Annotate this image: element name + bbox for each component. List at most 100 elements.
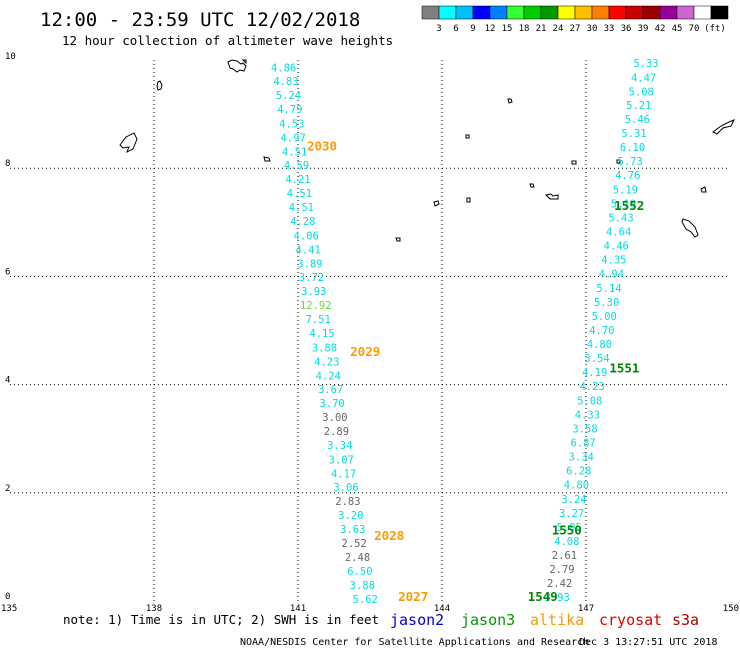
y-tick-label: 8: [5, 159, 10, 169]
satellite-name-altika: altika: [530, 611, 584, 629]
island-outline: [119, 132, 138, 154]
wave-height-value: 5.19: [613, 184, 638, 196]
wave-height-value: 3.06: [333, 482, 358, 494]
y-tick-label: 4: [5, 376, 10, 386]
pass-number-label: 2029: [350, 344, 380, 359]
island-outline: [681, 218, 699, 238]
colorbar-swatch: [472, 5, 491, 20]
wave-height-value: 3.93: [545, 592, 570, 604]
colorbar-swatch: [506, 5, 525, 20]
wave-height-value: 4.41: [295, 244, 320, 256]
colorbar-label: 6: [453, 24, 458, 34]
wave-height-value: 4.76: [615, 170, 640, 182]
pass-number-label: 1549: [528, 589, 558, 604]
island-outline: [544, 193, 559, 200]
wave-height-value: 4.46: [604, 241, 629, 253]
pass-number-label: 2028: [374, 528, 404, 543]
wave-height-value: 3.00: [322, 412, 347, 424]
wave-height-value: 3.58: [572, 423, 597, 435]
colorbar-label: 42: [655, 24, 666, 34]
wave-height-value: 5.33: [633, 58, 658, 70]
wave-height-value: 3.27: [559, 508, 584, 520]
wave-height-value: 3.07: [329, 454, 354, 466]
footer-credit: NOAA/NESDIS Center for Satellite Applica…: [240, 637, 589, 648]
axis-tick-labels: 135 138 141 144 147 150 0 2 4 6 8 10: [1, 52, 739, 614]
wave-height-value: 5.08: [629, 86, 654, 98]
wave-height-value: 4.59: [284, 160, 309, 172]
wave-height-value: 3.54: [584, 353, 609, 365]
wave-height-value: 5.00: [592, 311, 617, 323]
island-outline: [227, 59, 247, 73]
wave-height-value: 2.52: [342, 538, 367, 550]
wave-height-value: 5.08: [577, 395, 602, 407]
wave-height-value: 4.15: [309, 328, 334, 340]
wave-height-value: 3.89: [297, 258, 322, 270]
y-tick-label: 0: [5, 592, 10, 602]
wave-height-value: 4.23: [580, 381, 605, 393]
wave-height-value: 6.87: [570, 437, 595, 449]
island-outline: [263, 156, 271, 162]
wave-height-value: 5.46: [625, 114, 650, 126]
colorbar-label: 18: [519, 24, 530, 34]
altimeter-tracks: 4.864.83 5.24 4.79 4.53 4.97 4.51 4.59 4.21 4.51…: [271, 58, 659, 606]
island-outline: [712, 119, 736, 135]
wave-height-value: 2.42: [547, 578, 572, 590]
colorbar-label: 39: [638, 24, 649, 34]
colorbar-swatch: [591, 5, 610, 20]
chart-title: 12:00 - 23:59 UTC 12/02/2018: [40, 9, 360, 31]
wave-height-value: 4.64: [606, 226, 631, 238]
colorbar-swatch: [421, 5, 440, 20]
colorbar-swatch: [574, 5, 593, 20]
island-outline: [433, 200, 440, 207]
colorbar-swatch: [540, 5, 559, 20]
wave-height-value: 5.31: [621, 128, 646, 140]
wave-height-value: 2.61: [552, 550, 577, 562]
pass-number-label: 1551: [609, 360, 639, 375]
x-tick-label: 147: [578, 604, 594, 614]
colorbar-swatch: [625, 5, 644, 20]
x-tick-label: 138: [146, 604, 162, 614]
colorbar-label: 36: [621, 24, 632, 34]
wave-height-value: 4.28: [290, 216, 315, 228]
map-grid: [10, 60, 730, 601]
island-outline: [395, 237, 401, 242]
wave-height-value: 5.43: [608, 212, 633, 224]
wave-height-value: 3.70: [319, 398, 344, 410]
wave-height-value: 4.86: [271, 63, 296, 75]
satellite-name-jason2: jason2: [390, 611, 444, 629]
island-outline: [465, 134, 470, 139]
wave-height-value: 3.88: [312, 342, 337, 354]
wave-height-value: 4.33: [575, 409, 600, 421]
colorbar-swatch: [659, 5, 678, 20]
wave-height-value: 3.20: [338, 510, 363, 522]
satellite-name-s3a: s3a: [672, 611, 699, 629]
colorbar-swatch: [642, 5, 661, 20]
wave-height-value: 4.94: [599, 269, 624, 281]
wave-height-value: 4.79: [277, 104, 302, 116]
wave-height-value: 5.95: [557, 522, 582, 534]
wave-height-value: 5.62: [353, 594, 378, 606]
colorbar-swatch: [693, 5, 712, 20]
colorbar-swatch: [710, 5, 729, 20]
wave-height-value: 5.73: [618, 156, 643, 168]
colorbar-swatch: [438, 5, 457, 20]
colorbar-unit: (ft): [704, 24, 726, 34]
wave-height-value: 4.19: [582, 367, 607, 379]
y-tick-label: 2: [5, 484, 10, 494]
wave-height-value: 3.24: [561, 494, 586, 506]
wave-height-value: 4.83: [273, 76, 298, 88]
colorbar-label: 9: [470, 24, 475, 34]
wave-height-value: 5.24: [276, 90, 301, 102]
colorbar-label: 24: [553, 24, 564, 34]
colorbar-label: 33: [604, 24, 615, 34]
wave-height-value: 7.51: [306, 314, 331, 326]
pass-labels: 2030 2029 2028 2027 1552 1551 1550 1549: [307, 139, 644, 604]
colorbar-label: 30: [587, 24, 598, 34]
wave-height-value: 4.08: [554, 536, 579, 548]
wave-height-value: 5.14: [596, 283, 621, 295]
wave-height-value: 3.67: [318, 384, 343, 396]
colorbar-label: 45: [672, 24, 683, 34]
colorbar-swatch: [489, 5, 508, 20]
wave-height-value: 4.80: [587, 339, 612, 351]
